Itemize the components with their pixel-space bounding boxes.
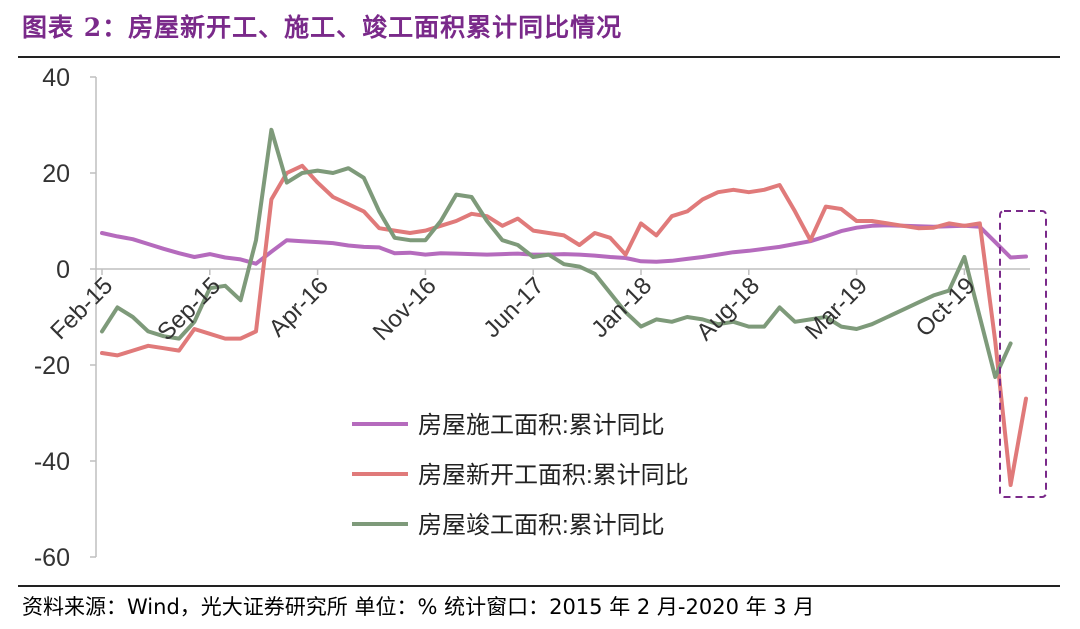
y-tick-label: -20 [34, 352, 70, 380]
footer-rule [18, 585, 1060, 587]
legend-label-construction: 房屋施工面积:累计同比 [418, 412, 665, 439]
x-axis [96, 268, 1030, 275]
y-tick-label: 40 [42, 64, 70, 92]
legend-label-newstarts: 房屋新开工面积:累计同比 [418, 462, 689, 489]
x-tick-label: Nov-16 [368, 272, 442, 346]
x-tick-label: Jun-17 [478, 272, 549, 343]
x-tick-label: Apr-16 [264, 272, 334, 342]
x-tick-label: Oct-19 [911, 272, 981, 342]
legend-label-completion: 房屋竣工面积:累计同比 [418, 512, 665, 539]
y-tick-label: -40 [34, 448, 70, 476]
chart-title: 图表 2：房屋新开工、施工、竣工面积累计同比情况 [22, 13, 623, 42]
source-note: 资料来源：Wind，光大证券研究所 单位：% 统计窗口：2015 年 2 月-2… [22, 595, 815, 619]
series-line-newstarts [100, 163, 1028, 487]
y-tick-label: 0 [56, 256, 70, 284]
x-tick-label: Jan-18 [586, 272, 657, 343]
line-chart: 40 20 0 -20 -40 -60 房屋施工面积:累计同比房屋新开工面积:累计同比房屋… [34, 64, 1047, 572]
y-tick-label: 20 [42, 160, 70, 188]
series-layer [100, 127, 1028, 487]
title-underline [18, 56, 1060, 58]
x-tick-label: Aug-18 [691, 272, 765, 346]
x-tick-labels: Feb-15 Sep-15 Apr-16 Nov-16 Jun-17 Jan-18 Aug-… [45, 272, 980, 346]
highlight-box [999, 210, 1047, 498]
y-axis: 40 20 0 -20 -40 -60 [34, 64, 97, 572]
y-tick-label: -60 [34, 544, 70, 572]
x-tick-label: Mar-19 [800, 272, 873, 345]
series-line-completion [100, 127, 1013, 379]
series-line-construction [100, 223, 1028, 266]
